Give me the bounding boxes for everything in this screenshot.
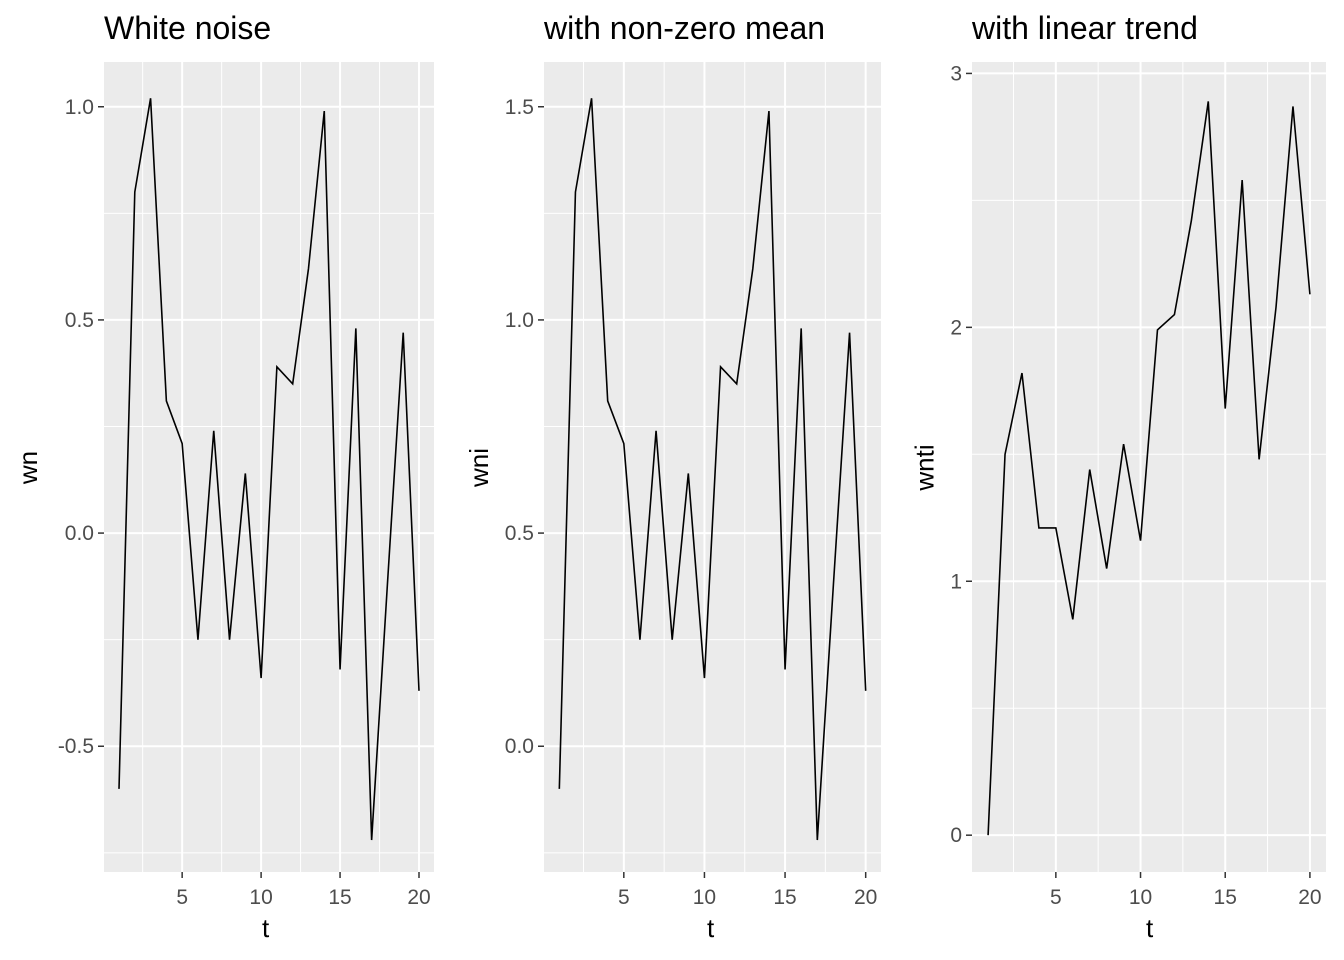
y-tick-label: 1.0 <box>65 96 94 119</box>
x-axis-label: t <box>1146 913 1154 943</box>
y-tick-label: 1.0 <box>505 309 534 332</box>
x-tick-label: 15 <box>328 886 351 909</box>
y-tick-label: 0.0 <box>65 522 94 545</box>
plot-area-1: 5 10 15 20 -0.5 0.0 0.5 1.0 <box>58 62 434 909</box>
y-tick-label: 0.5 <box>505 522 534 545</box>
x-tick-label: 15 <box>1214 886 1237 909</box>
chart-panel-1: White noise wn t 5 10 15 20 -0.5 0.0 0.5 1.0 <box>0 0 448 960</box>
panel-background <box>104 62 434 872</box>
panel-background <box>544 62 881 872</box>
plot-area-3: 5 10 15 20 0 1 2 3 <box>950 62 1326 909</box>
x-tick-label: 10 <box>249 886 272 909</box>
chart-title: with linear trend <box>972 10 1198 46</box>
y-tick-label: 1.5 <box>505 96 534 119</box>
x-tick-label: 10 <box>693 886 716 909</box>
x-tick-label: 5 <box>618 886 630 909</box>
y-tick-label: 0 <box>950 824 962 847</box>
chart-panel-3: with linear trend wnti t 5 10 15 20 0 1 2 3 <box>896 0 1344 960</box>
x-tick-label: 20 <box>1298 886 1321 909</box>
panel-background <box>972 62 1326 872</box>
chart-title: White noise <box>104 10 272 46</box>
y-tick-label: 2 <box>950 316 962 339</box>
x-tick-label: 5 <box>176 886 188 909</box>
series-line <box>118 98 420 841</box>
series-line <box>987 101 1311 836</box>
y-tick-label: 0.5 <box>65 309 94 332</box>
y-tick-label: 3 <box>950 62 962 85</box>
chart-title: with non-zero mean <box>544 10 826 46</box>
y-tick-label: -0.5 <box>58 735 94 758</box>
chart-panel-2: with non-zero mean wni t 5 10 15 20 0.0 0.5 1.… <box>448 0 896 960</box>
plot-area-2: 5 10 15 20 0.0 0.5 1.0 1.5 <box>505 62 881 909</box>
x-tick-label: 5 <box>1050 886 1062 909</box>
series-line <box>558 98 867 841</box>
x-tick-label: 10 <box>1129 886 1152 909</box>
x-axis-label: t <box>707 913 715 943</box>
x-tick-label: 20 <box>854 886 877 909</box>
x-axis-label: t <box>262 913 270 943</box>
y-tick-label: 1 <box>950 570 962 593</box>
x-tick-label: 15 <box>773 886 796 909</box>
y-tick-label: 0.0 <box>505 735 534 758</box>
x-tick-label: 20 <box>407 886 430 909</box>
